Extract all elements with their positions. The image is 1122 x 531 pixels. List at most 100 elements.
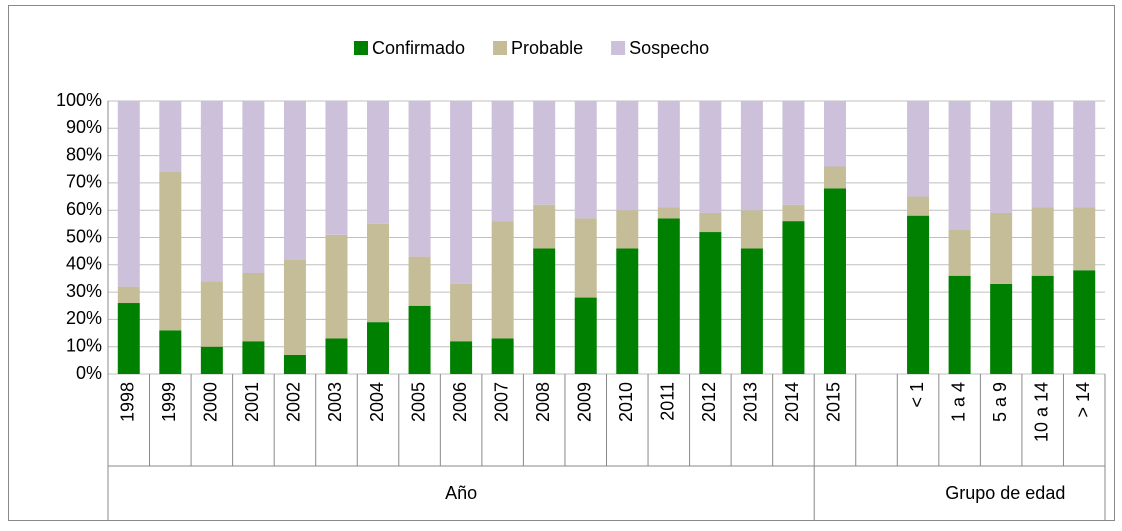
- legend-label: Probable: [511, 38, 583, 58]
- bar-segment: [823, 166, 846, 189]
- bar-segment: [574, 101, 597, 219]
- chart-border: [8, 5, 1115, 521]
- bar-segment: [907, 101, 930, 197]
- y-tick-label: 70%: [66, 172, 102, 192]
- legend-label: Sospecho: [629, 38, 709, 58]
- bar-segment: [408, 305, 431, 374]
- x-tick-label: 2014: [782, 382, 802, 422]
- x-tick-label: 2007: [491, 382, 511, 422]
- bar-segment: [242, 101, 265, 273]
- x-tick-label: 2001: [242, 382, 262, 422]
- y-tick-label: 0%: [76, 363, 102, 383]
- x-tick-label: < 1: [907, 382, 927, 408]
- bar-segment: [657, 218, 680, 374]
- bar-segment: [491, 101, 514, 222]
- bar-segment: [200, 346, 223, 374]
- bar-segment: [782, 221, 805, 374]
- y-tick-label: 10%: [66, 335, 102, 355]
- y-tick-label: 30%: [66, 281, 102, 301]
- x-tick-label: 2011: [658, 382, 678, 421]
- x-tick-label: 2004: [367, 382, 387, 422]
- x-tick-label: 2010: [616, 382, 636, 422]
- bar-segment: [699, 232, 722, 374]
- bar-segment: [823, 188, 846, 374]
- bar-segment: [1073, 101, 1096, 208]
- x-tick-label: 5 a 9: [990, 382, 1010, 422]
- bar-segment: [1031, 275, 1054, 374]
- bar-segment: [408, 256, 431, 306]
- bar-segment: [450, 101, 473, 284]
- bar-segment: [283, 101, 306, 260]
- bar-segment: [574, 297, 597, 374]
- bar-segment: [1073, 207, 1096, 271]
- bar-segment: [283, 354, 306, 374]
- bar-segment: [740, 101, 763, 211]
- x-tick-label: 2015: [824, 382, 844, 422]
- y-tick-label: 40%: [66, 254, 102, 274]
- bar-segment: [990, 101, 1013, 213]
- bar-segment: [616, 210, 639, 249]
- bar-segment: [699, 101, 722, 213]
- x-tick-label: 1998: [118, 382, 138, 422]
- bar-segment: [823, 101, 846, 167]
- legend-swatch: [493, 41, 508, 55]
- bar-segment: [699, 212, 722, 233]
- y-tick-label: 80%: [66, 144, 102, 164]
- bar-segment: [325, 234, 348, 339]
- bar-segment: [325, 338, 348, 374]
- bar-segment: [1031, 101, 1054, 208]
- bar-segment: [616, 248, 639, 374]
- legend-swatch: [354, 41, 368, 55]
- x-tick-label: 1 a 4: [948, 382, 968, 422]
- bar-segment: [491, 338, 514, 374]
- bar-segment: [408, 101, 431, 257]
- bar-segment: [367, 223, 390, 323]
- bar-segment: [948, 229, 971, 276]
- x-tick-label: 2005: [408, 382, 428, 422]
- bar-segment: [782, 204, 805, 222]
- bar-segment: [740, 210, 763, 249]
- bar-segment: [200, 101, 223, 282]
- bar-segment: [1073, 270, 1096, 374]
- bar-segment: [242, 341, 265, 374]
- bar-segment: [242, 272, 265, 342]
- y-tick-label: 60%: [66, 199, 102, 219]
- bar-segment: [616, 101, 639, 211]
- x-tick-label: 2008: [533, 382, 553, 422]
- bar-segment: [450, 283, 473, 342]
- bar-segment: [533, 101, 556, 205]
- x-tick-label: 1999: [159, 382, 179, 422]
- bar-segment: [283, 259, 306, 355]
- bar-segment: [657, 207, 680, 219]
- y-tick-label: 100%: [56, 90, 102, 110]
- x-tick-label: 2013: [741, 382, 761, 422]
- bar-segment: [200, 281, 223, 347]
- x-tick-label: 2012: [699, 382, 719, 422]
- x-tick-label: > 14: [1073, 382, 1093, 418]
- x-tick-label: 2009: [574, 382, 594, 422]
- bar-segment: [907, 196, 930, 216]
- group-label: Año: [445, 483, 477, 503]
- bar-segment: [450, 341, 473, 374]
- group-label: Grupo de edad: [945, 483, 1065, 503]
- x-tick-label: 2006: [450, 382, 470, 422]
- bar-segment: [533, 248, 556, 374]
- bar-segment: [117, 101, 140, 287]
- bar-segment: [990, 212, 1013, 284]
- y-tick-label: 20%: [66, 308, 102, 328]
- legend-swatch: [611, 41, 626, 55]
- bar-segment: [491, 221, 514, 339]
- x-tick-label: 2003: [325, 382, 345, 422]
- bar-segment: [907, 215, 930, 374]
- x-tick-label: 2000: [201, 382, 221, 422]
- y-tick-label: 90%: [66, 117, 102, 137]
- bar-segment: [948, 275, 971, 374]
- bar-segment: [740, 248, 763, 374]
- bar-segment: [325, 101, 348, 235]
- bar-segment: [990, 283, 1013, 374]
- x-tick-label: 10 a 14: [1031, 382, 1051, 442]
- bar-segment: [117, 286, 140, 304]
- bar-segment: [948, 101, 971, 230]
- bar-segment: [782, 101, 805, 205]
